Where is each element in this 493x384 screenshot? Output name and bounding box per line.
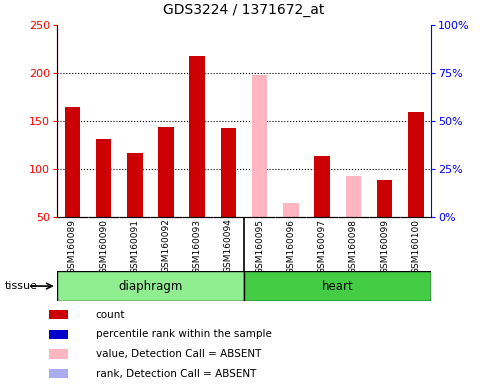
Text: GSM160097: GSM160097 <box>317 218 326 273</box>
Bar <box>252 75 267 217</box>
Bar <box>49 349 68 359</box>
Bar <box>65 107 80 217</box>
Text: tissue: tissue <box>5 281 38 291</box>
Text: GSM160091: GSM160091 <box>130 218 139 273</box>
Text: GDS3224 / 1371672_at: GDS3224 / 1371672_at <box>163 3 325 17</box>
Bar <box>244 271 431 301</box>
Bar <box>189 56 205 217</box>
Text: rank, Detection Call = ABSENT: rank, Detection Call = ABSENT <box>96 369 256 379</box>
Text: GSM160098: GSM160098 <box>349 218 358 273</box>
Bar <box>49 310 68 319</box>
Text: diaphragm: diaphragm <box>118 280 182 293</box>
Text: GSM160089: GSM160089 <box>68 218 77 273</box>
Text: value, Detection Call = ABSENT: value, Detection Call = ABSENT <box>96 349 261 359</box>
Bar <box>377 180 392 217</box>
Text: heart: heart <box>322 280 353 293</box>
Bar <box>49 369 68 379</box>
Text: percentile rank within the sample: percentile rank within the sample <box>96 329 272 339</box>
Text: GSM160095: GSM160095 <box>255 218 264 273</box>
Bar <box>158 127 174 217</box>
Bar <box>221 128 236 217</box>
Text: count: count <box>96 310 125 320</box>
Bar <box>57 271 244 301</box>
Text: GSM160092: GSM160092 <box>162 218 171 273</box>
Bar <box>283 203 299 217</box>
Text: GSM160090: GSM160090 <box>99 218 108 273</box>
Text: GSM160096: GSM160096 <box>286 218 295 273</box>
Bar <box>96 139 111 217</box>
Text: GSM160093: GSM160093 <box>193 218 202 273</box>
Bar <box>408 113 423 217</box>
Text: GSM160099: GSM160099 <box>380 218 389 273</box>
Text: GSM160094: GSM160094 <box>224 218 233 273</box>
Bar <box>315 157 330 217</box>
Text: GSM160100: GSM160100 <box>411 218 420 273</box>
Bar <box>127 153 142 217</box>
Bar <box>346 176 361 217</box>
Bar <box>49 330 68 339</box>
